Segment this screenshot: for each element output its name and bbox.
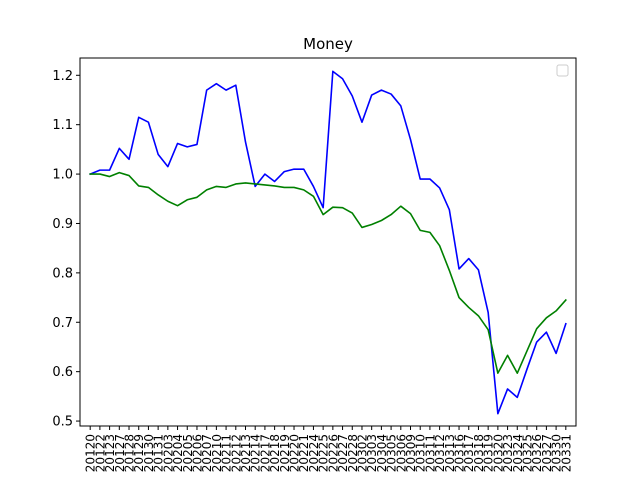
x-tick-label: 20120 [84, 434, 98, 472]
x-tick-label: 20323 [501, 434, 515, 472]
x-tick-label: 20313 [443, 434, 457, 472]
x-tick-label: 20211 [220, 434, 234, 472]
x-tick-label: 20331 [559, 434, 573, 472]
x-tick-label: 20207 [200, 434, 214, 472]
x-tick-label: 20217 [258, 434, 272, 472]
x-tick-label: 20306 [394, 434, 408, 472]
x-tick-label: 20317 [462, 434, 476, 472]
y-axis: 0.5 0.6 0.7 0.8 0.9 1.0 1.1 1.2 [52, 69, 80, 430]
y-tick-label: 0.5 [52, 415, 73, 430]
x-tick-label: 20304 [375, 434, 389, 472]
x-tick-label: 20206 [190, 434, 204, 472]
x-tick-label: 20318 [472, 434, 486, 472]
x-tick-label: 20204 [171, 434, 185, 472]
x-tick-label: 20221 [297, 434, 311, 472]
x-tick-label: 20227 [336, 434, 350, 472]
axes-frame [79, 57, 577, 427]
x-tick-label: 20320 [491, 434, 505, 472]
y-tick-label: 1.1 [52, 118, 73, 133]
y-tick-label: 1.2 [52, 69, 73, 84]
x-tick-label: 20210 [210, 434, 224, 472]
x-tick-label: 20129 [132, 434, 146, 472]
x-tick-label: 20303 [365, 434, 379, 472]
x-tick-label: 20228 [346, 434, 360, 472]
x-tick-label: 20225 [317, 434, 331, 472]
x-tick-label: 20130 [142, 434, 156, 472]
x-tick-label: 20212 [229, 434, 243, 472]
x-tick-label: 20310 [414, 434, 428, 472]
x-tick-label: 20311 [423, 434, 437, 472]
x-tick-label: 20224 [307, 434, 321, 472]
x-tick-label: 20330 [550, 434, 564, 472]
series-line-2 [89, 171, 567, 374]
x-tick-label: 20127 [113, 434, 127, 472]
x-tick-label: 20214 [249, 434, 263, 472]
y-tick-label: 0.9 [52, 217, 73, 232]
series-line-1 [89, 70, 567, 415]
y-tick-label: 0.6 [52, 365, 73, 380]
y-tick-label: 0.8 [52, 266, 73, 281]
x-tick-label: 20226 [326, 434, 340, 472]
x-tick-label: 20203 [161, 434, 175, 472]
x-tick-label: 20205 [181, 434, 195, 472]
x-axis: 2012020122201232012720128201292013020131… [84, 426, 573, 472]
x-tick-label: 20131 [152, 434, 166, 472]
chart-title: Money [303, 35, 353, 53]
x-tick-label: 20325 [520, 434, 534, 472]
x-tick-label: 20309 [404, 434, 418, 472]
x-tick-label: 20123 [103, 434, 117, 472]
y-tick-label: 0.7 [52, 316, 73, 331]
x-tick-label: 20128 [123, 434, 137, 472]
x-tick-label: 20122 [93, 434, 107, 472]
y-tick-label: 1.0 [52, 168, 73, 183]
x-tick-label: 20316 [453, 434, 467, 472]
x-tick-label: 20312 [433, 434, 447, 472]
legend-box[interactable] [556, 64, 569, 77]
x-tick-label: 20327 [540, 434, 554, 472]
x-tick-label: 20213 [239, 434, 253, 472]
legend[interactable] [556, 64, 569, 77]
x-tick-label: 20219 [278, 434, 292, 472]
x-tick-label: 20319 [482, 434, 496, 472]
x-tick-label: 20218 [268, 434, 282, 472]
x-tick-label: 20326 [530, 434, 544, 472]
x-tick-label: 20305 [385, 434, 399, 472]
x-tick-label: 20302 [355, 434, 369, 472]
series-layer [89, 70, 567, 415]
x-tick-label: 20324 [511, 434, 525, 472]
x-tick-label: 20220 [288, 434, 302, 472]
